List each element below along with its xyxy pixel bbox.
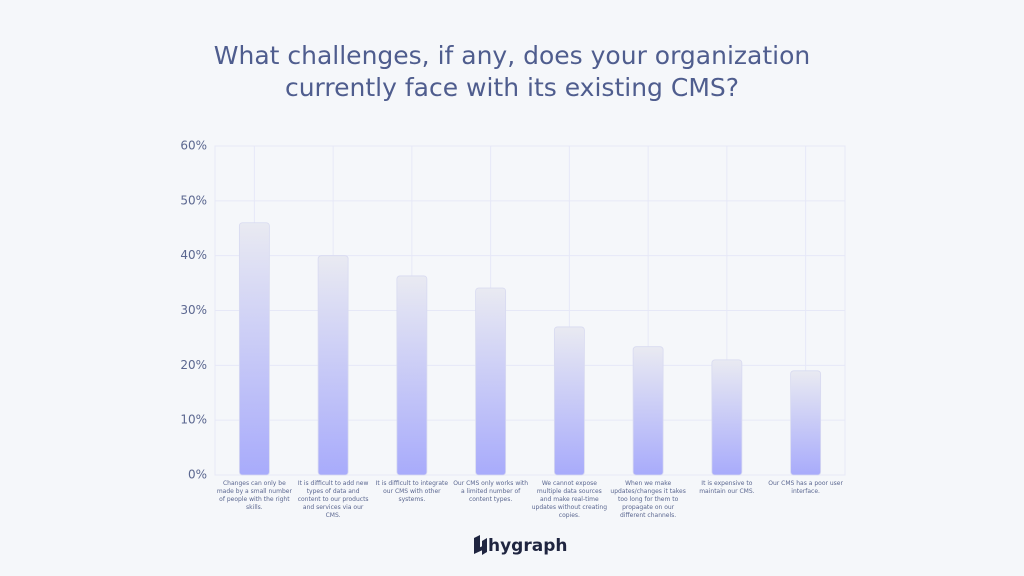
y-tick-label: 30% — [180, 303, 207, 317]
x-tick-label: Our CMS only works with a limited number… — [453, 480, 529, 503]
x-tick-label: We cannot expose multiple data sources a… — [531, 480, 608, 519]
bar — [475, 287, 507, 476]
x-tick-label: It is expensive to maintain our CMS. — [699, 480, 755, 495]
bar — [396, 275, 428, 476]
x-tick-label: Changes can only be made by a small numb… — [216, 480, 292, 511]
logo-icon — [474, 535, 487, 555]
y-tick-label: 60% — [180, 139, 207, 153]
bar — [711, 359, 743, 476]
chart-title: What challenges, if any, does your organ… — [213, 41, 811, 102]
bar — [317, 255, 349, 476]
y-tick-label: 40% — [180, 248, 207, 262]
y-tick-label: 10% — [180, 413, 207, 427]
bar — [553, 326, 585, 476]
bar — [238, 222, 270, 476]
y-tick-label: 0% — [188, 468, 207, 482]
bar — [632, 346, 664, 476]
x-tick-label: When we make updates/changes it takes to… — [610, 480, 686, 519]
y-tick-label: 50% — [180, 193, 207, 207]
y-tick-label: 20% — [180, 358, 207, 372]
brand-name: hygraph — [488, 536, 568, 556]
x-tick-label: It is difficult to integrate our CMS wit… — [375, 480, 449, 503]
bar — [790, 370, 822, 476]
x-tick-label: It is difficult to add new types of data… — [297, 480, 369, 519]
x-tick-label: Our CMS has a poor user interface. — [768, 480, 843, 495]
